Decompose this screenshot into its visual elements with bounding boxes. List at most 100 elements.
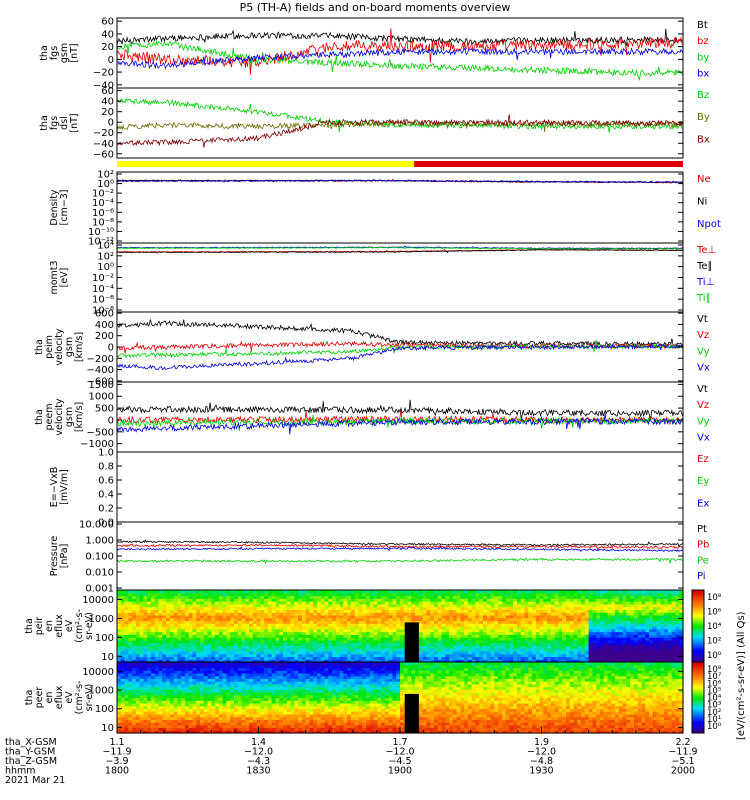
- spectrogram-cell: [139, 705, 145, 710]
- spectrogram-cell: [652, 595, 658, 599]
- spectrogram-cell: [392, 614, 397, 619]
- spectrogram-cell: [215, 730, 220, 734]
- spectrogram-cell: [203, 626, 209, 630]
- spectrogram-cell: [286, 634, 292, 638]
- spectrogram-cell: [139, 626, 145, 630]
- spectrogram-cell: [298, 612, 303, 616]
- spectrogram-cell: [637, 656, 643, 660]
- spectrogram-cell: [271, 650, 277, 655]
- spectrogram-cell: [316, 620, 322, 624]
- spectrogram-cell: [135, 592, 141, 597]
- spectrogram-cell: [369, 626, 375, 630]
- spectrogram-cell: [188, 692, 194, 696]
- spectrogram-cell: [264, 645, 269, 649]
- spectrogram-cell: [592, 606, 597, 610]
- spectrogram-cell: [184, 697, 190, 701]
- spectrogram-cell: [294, 653, 299, 658]
- spectrogram-cell: [618, 637, 624, 641]
- spectrogram-cell: [588, 628, 594, 633]
- spectrogram-cell: [294, 650, 299, 655]
- spectrogram-cell: [117, 623, 122, 627]
- spectrogram-cell: [162, 678, 167, 682]
- spectrogram-cell: [132, 606, 137, 610]
- spectrogram-cell: [147, 705, 152, 710]
- spectrogram-cell: [633, 626, 639, 630]
- spectrogram-cell: [437, 606, 443, 610]
- spectrogram-cell: [181, 662, 186, 666]
- spectrogram-cell: [226, 642, 231, 646]
- spectrogram-cell: [471, 659, 477, 663]
- spectrogram-cell: [422, 606, 428, 610]
- spectrogram-cell: [550, 614, 556, 619]
- spectrogram-cell: [562, 590, 567, 594]
- spectrogram-cell: [260, 628, 265, 633]
- spectrogram-cell: [147, 681, 152, 685]
- spectrogram-cell: [139, 683, 145, 688]
- colorbar-cell: [692, 658, 704, 661]
- spectrogram-cell: [445, 628, 450, 633]
- spectrogram-cell: [241, 595, 246, 599]
- spectrogram-cell: [626, 617, 631, 622]
- spectrogram-cell: [426, 595, 431, 599]
- spectrogram-cell: [569, 648, 575, 652]
- spectrogram-cell: [150, 708, 156, 712]
- spectrogram-cell: [215, 683, 220, 688]
- spectrogram-cell: [215, 626, 220, 630]
- spectrogram-cell: [400, 603, 405, 608]
- spectrogram-cell: [188, 681, 194, 685]
- spectrogram-cell: [215, 648, 220, 652]
- spectrogram-cell: [422, 609, 428, 613]
- spectrogram-cell: [554, 628, 560, 633]
- spectrogram-cell: [184, 648, 190, 652]
- spectrogram-cell: [279, 645, 284, 649]
- spectrogram-cell: [215, 694, 220, 699]
- spectrogram-cell: [369, 659, 375, 663]
- spectrogram-cell: [181, 628, 186, 633]
- colorbar-cell: [692, 660, 704, 663]
- spectrogram-cell: [158, 662, 163, 666]
- spectrogram-cell: [158, 664, 163, 669]
- spectrogram-cell: [264, 592, 269, 597]
- spectrogram-cell: [192, 650, 197, 655]
- spectrogram-cell: [294, 606, 299, 610]
- spectrogram-cell: [392, 648, 397, 652]
- spectrogram-cell: [128, 711, 133, 715]
- spectrogram-cell: [486, 637, 492, 641]
- spectrogram-cell: [539, 592, 544, 597]
- spectrogram-cell: [494, 606, 499, 610]
- spectrogram-cell: [679, 639, 684, 644]
- spectrogram-cell: [449, 603, 454, 608]
- spectrogram-cell: [422, 590, 428, 594]
- spectrogram-cell: [305, 595, 311, 599]
- spectrogram-cell: [132, 648, 137, 652]
- spectrogram-cell: [298, 628, 303, 633]
- spectrogram-cell: [301, 631, 307, 635]
- legend-entry: Te⊥: [696, 245, 716, 256]
- spectrogram-cell: [569, 595, 575, 599]
- spectrogram-cell: [558, 617, 563, 622]
- spectrogram-cell: [132, 634, 137, 638]
- spectrogram-cell: [532, 617, 537, 622]
- spectrogram-cell: [215, 659, 220, 663]
- spectrogram-cell: [667, 606, 673, 610]
- spectrogram-cell: [464, 598, 469, 602]
- spectrogram-cell: [437, 639, 443, 644]
- spectrogram-cell: [218, 722, 224, 726]
- spectrogram-cell: [611, 595, 616, 599]
- spectrogram-cell: [354, 634, 360, 638]
- spectrogram-cell: [407, 603, 412, 608]
- spectrogram-cell: [581, 634, 586, 638]
- spectrogram-cell: [403, 592, 409, 597]
- spectrogram-cell: [162, 612, 167, 616]
- spectrogram-cell: [184, 727, 190, 731]
- spectrogram-cell: [630, 650, 635, 655]
- spectrogram-cell: [237, 659, 243, 663]
- spectrogram-cell: [124, 626, 129, 630]
- spectrogram-cell: [603, 648, 609, 652]
- spectrogram-cell: [166, 634, 171, 638]
- spectrogram-cell: [309, 612, 314, 616]
- spectrogram-cell: [207, 683, 212, 688]
- spectrogram-cell: [490, 628, 495, 633]
- spectrogram-cell: [132, 716, 137, 720]
- spectrogram-cell: [588, 653, 594, 658]
